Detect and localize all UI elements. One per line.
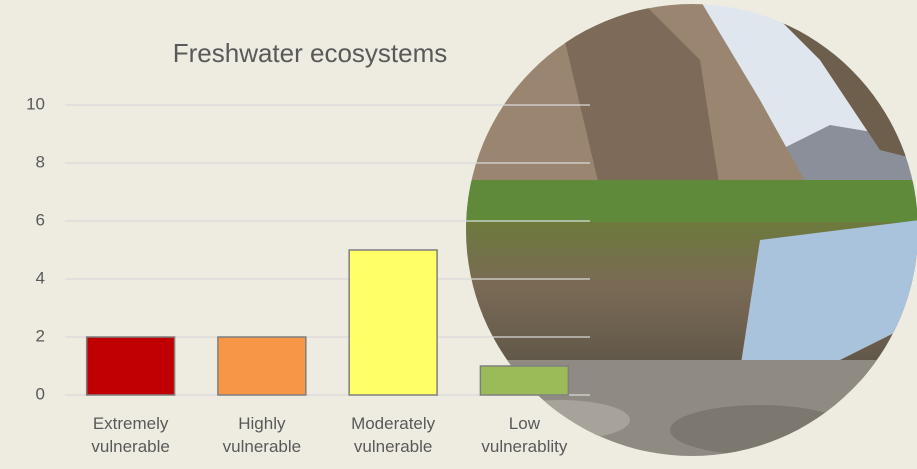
y-tick-label: 6 [36,210,45,229]
x-tick-label: Low vulnerablity [469,412,579,458]
x-tick-label: Extremely vulnerable [76,412,186,458]
y-tick-label: 8 [36,152,45,171]
photo [460,0,917,469]
bar [87,337,175,395]
bar [480,366,568,395]
chart-title: Freshwater ecosystems [173,38,448,68]
y-tick-label: 10 [26,94,45,113]
x-tick-label: Highly vulnerable [207,412,317,458]
x-tick-label: Moderately vulnerable [338,412,448,458]
y-tick-label: 2 [36,326,45,345]
y-tick-label: 4 [36,268,45,287]
y-tick-label: 0 [36,384,45,403]
page: Freshwater ecosystems 0 2 4 6 8 10 Extremely … [0,0,917,469]
bar [218,337,306,395]
chart: Freshwater ecosystems 0 2 4 6 8 10 [0,0,917,469]
bar [349,250,437,395]
